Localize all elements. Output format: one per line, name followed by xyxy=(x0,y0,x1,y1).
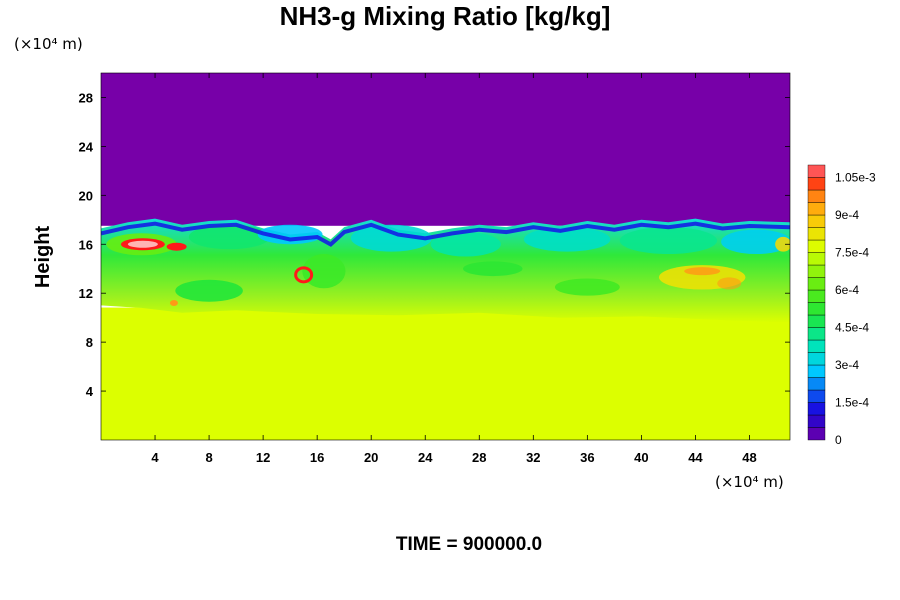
y-axis-label: Height xyxy=(32,226,54,289)
plot-frame xyxy=(100,72,791,441)
x-tick-label: 24 xyxy=(418,450,433,465)
colorbar-swatch xyxy=(807,264,826,278)
chart-title: NH3-g Mixing Ratio [kg/kg] xyxy=(280,1,611,31)
colorbar-tick-label: 1.05e-3 xyxy=(835,171,876,185)
x-tick-label: 16 xyxy=(310,450,324,465)
colorbar-swatch xyxy=(807,377,826,391)
heatmap-hotspot xyxy=(717,277,742,290)
time-label: TIME = 900000.0 xyxy=(396,534,542,555)
colorbar-swatch xyxy=(807,202,826,216)
colorbar-tick-label: 9e-4 xyxy=(835,208,859,222)
y-tick-label: 12 xyxy=(79,286,93,301)
x-axis-ticks: 4 8 12 16 20 24 28 32 36 40 44 48 xyxy=(151,73,757,465)
colorbar-tick-label: 1.5e-4 xyxy=(835,396,869,410)
colorbar-swatch xyxy=(807,164,826,178)
colorbar-swatch xyxy=(807,414,826,428)
y-tick-label: 28 xyxy=(79,90,93,105)
heatmap-feature xyxy=(523,227,611,252)
colorbar-swatch xyxy=(807,302,826,316)
heatmap-feature xyxy=(175,279,243,302)
heatmap-region-upper xyxy=(101,73,790,226)
colorbar-swatch xyxy=(807,314,826,328)
heatmap-region-mixed xyxy=(101,218,790,323)
heatmap-feature xyxy=(619,227,718,255)
colorbar-tick-label: 6e-4 xyxy=(835,283,859,297)
y-axis-ticks: 4 8 12 16 20 24 28 xyxy=(79,90,790,399)
heatmap-feature xyxy=(302,254,346,289)
y-tick-label: 24 xyxy=(79,139,94,154)
colorbar xyxy=(807,164,826,441)
colorbar-swatch xyxy=(807,327,826,341)
colorbar-swatch xyxy=(807,189,826,203)
colorbar-tick-label: 3e-4 xyxy=(835,358,859,372)
heatmap-region-lower xyxy=(101,307,790,440)
x-tick-label: 36 xyxy=(580,450,594,465)
heatmap-feature xyxy=(775,236,790,252)
x-tick-label: 4 xyxy=(151,450,159,465)
heatmap-hotspot xyxy=(169,299,178,306)
y-axis-unit: (×10⁴ m) xyxy=(14,35,83,53)
y-tick-label: 16 xyxy=(79,237,93,252)
heatmap-feature xyxy=(554,278,620,296)
heatmap-feature xyxy=(430,232,501,257)
x-tick-label: 44 xyxy=(688,450,703,465)
x-tick-label: 8 xyxy=(205,450,212,465)
heatmap-hotspot xyxy=(294,266,314,284)
colorbar-swatch xyxy=(807,252,826,266)
heatmap-field xyxy=(101,73,790,440)
colorbar-swatch xyxy=(807,389,826,403)
heatmap-features xyxy=(101,221,790,306)
colorbar-swatch xyxy=(807,289,826,303)
colorbar-swatch xyxy=(807,277,826,291)
x-tick-label: 32 xyxy=(526,450,540,465)
heatmap-feature xyxy=(721,229,790,255)
colorbar-swatch xyxy=(807,352,826,366)
x-tick-label: 20 xyxy=(364,450,378,465)
heatmap-hotspot xyxy=(684,267,721,276)
x-tick-label: 40 xyxy=(634,450,648,465)
colorbar-swatch xyxy=(807,364,826,378)
heatmap-hotspot xyxy=(166,242,187,251)
colorbar-swatch xyxy=(807,339,826,353)
colorbar-swatch xyxy=(807,177,826,191)
colorbar-tick-label: 4.5e-4 xyxy=(835,321,869,335)
colorbar-tick-label: 0 xyxy=(835,433,842,447)
heatmap-feature xyxy=(350,224,432,252)
heatmap-hotspot xyxy=(127,240,158,248)
colorbar-swatch xyxy=(807,402,826,416)
y-tick-label: 8 xyxy=(86,335,93,350)
colorbar-swatch xyxy=(807,239,826,253)
colorbar-ticks: 0 1.5e-4 3e-4 4.5e-4 6e-4 7.5e-4 9e-4 1.05e-3 xyxy=(835,171,876,448)
heatmap-feature xyxy=(463,261,523,277)
x-axis-unit: (×10⁴ m) xyxy=(715,473,784,491)
y-tick-label: 4 xyxy=(86,384,94,399)
colorbar-swatch xyxy=(807,214,826,228)
colorbar-swatch xyxy=(807,227,826,241)
colorbar-swatch xyxy=(807,427,826,441)
x-tick-label: 28 xyxy=(472,450,486,465)
x-tick-label: 12 xyxy=(256,450,270,465)
colorbar-tick-label: 7.5e-4 xyxy=(835,246,869,260)
x-tick-label: 48 xyxy=(742,450,756,465)
heatmap-edge xyxy=(101,221,790,247)
y-tick-label: 20 xyxy=(79,188,93,203)
